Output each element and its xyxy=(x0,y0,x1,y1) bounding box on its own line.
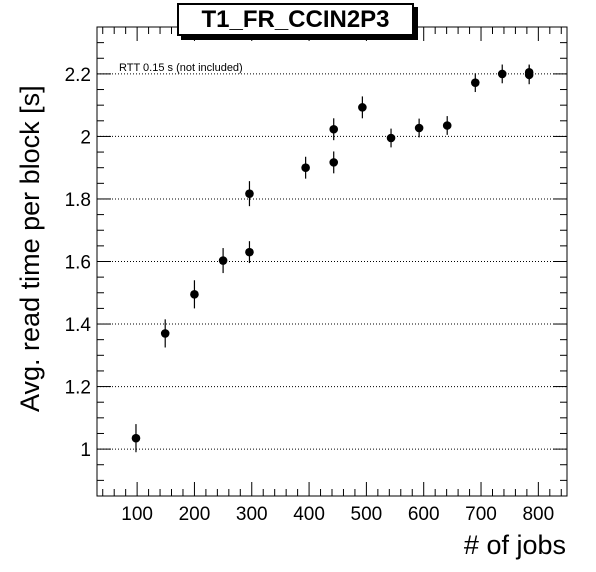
data-point-6 xyxy=(301,163,310,172)
data-point-1 xyxy=(160,329,170,338)
data-point-5 xyxy=(245,189,254,198)
y-axis-label: Avg. read time per block [s] xyxy=(15,85,45,412)
x-tick-label-2: 300 xyxy=(236,504,268,525)
y-tick-label-2: 1.4 xyxy=(65,315,92,336)
y-tick-label-4: 1.8 xyxy=(65,190,91,211)
data-point-8 xyxy=(329,124,339,134)
x-tick-label-4: 500 xyxy=(351,504,383,525)
x-tick-label-3: 400 xyxy=(293,504,325,525)
data-point-4 xyxy=(245,247,254,257)
data-point-2 xyxy=(190,290,199,299)
y-tick-label-1: 1.2 xyxy=(65,378,91,399)
chart-title: T1_FR_CCIN2P3 xyxy=(177,3,414,36)
data-point-13 xyxy=(470,78,480,87)
data-point-11 xyxy=(414,123,424,133)
y-tick-label-6: 2.2 xyxy=(65,65,91,86)
x-tick-label-1: 200 xyxy=(179,504,211,525)
data-point-3 xyxy=(218,256,228,265)
annotation-rtt: RTT 0.15 s (not included) xyxy=(119,62,243,74)
data-point-0 xyxy=(131,433,141,443)
data-point-12 xyxy=(442,121,452,130)
data-point-16 xyxy=(524,68,534,77)
x-tick-label-0: 100 xyxy=(121,504,153,525)
x-tick-label-7: 800 xyxy=(522,504,554,525)
x-tick-label-5: 600 xyxy=(408,504,440,525)
data-point-14 xyxy=(497,69,507,79)
y-tick-label-0: 1 xyxy=(80,440,91,461)
data-point-9 xyxy=(358,103,367,112)
x-tick-label-6: 700 xyxy=(465,504,497,525)
x-axis-label: # of jobs xyxy=(463,530,566,560)
data-point-10 xyxy=(386,133,396,143)
data-point-7 xyxy=(329,158,339,167)
y-tick-label-3: 1.6 xyxy=(65,253,91,274)
y-tick-label-5: 2 xyxy=(80,127,91,148)
